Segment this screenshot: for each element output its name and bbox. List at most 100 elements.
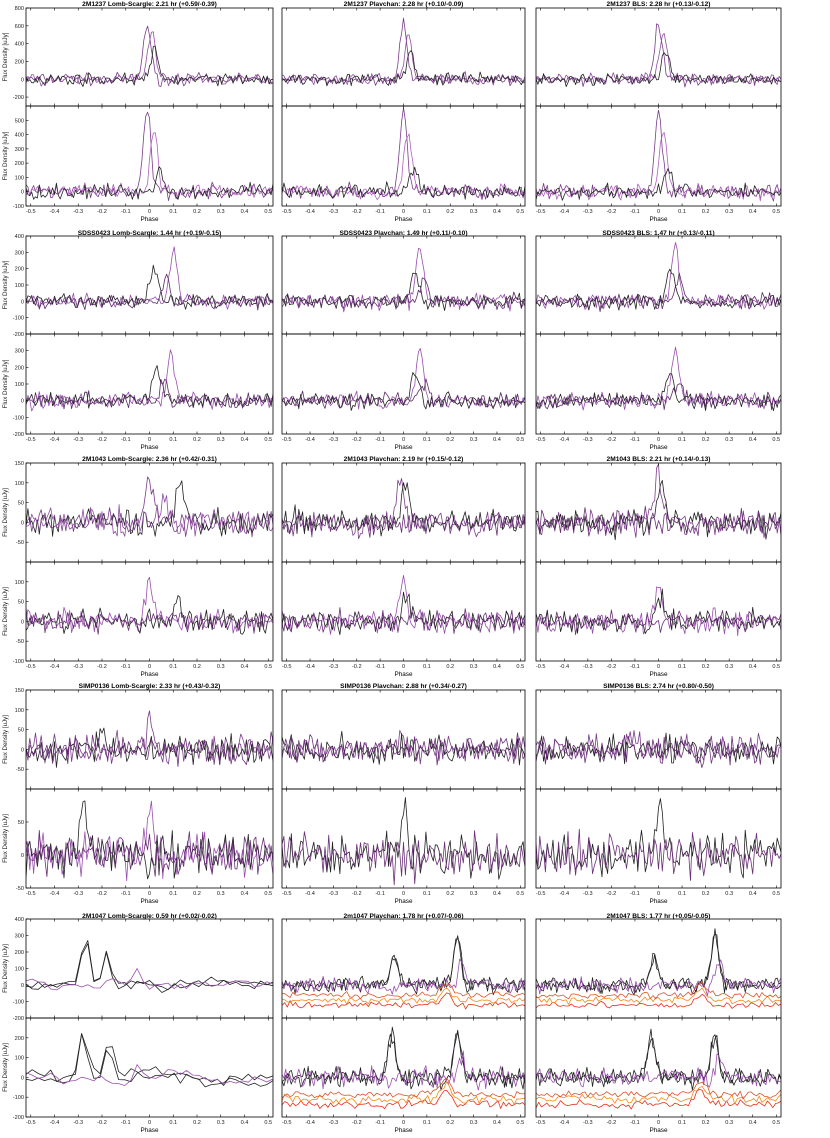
x-tick-label: -0.1 (375, 209, 385, 215)
panel-title: 2M1043 Lomb-Scargle: 2.36 hr (+0.42/-0.3… (82, 456, 217, 463)
x-tick-label: 0.2 (446, 209, 454, 215)
y-tick-label: -200 (13, 432, 24, 438)
x-tick-label: -0.3 (73, 664, 83, 670)
plot-frame (535, 333, 782, 435)
x-tick-label: 0.3 (725, 209, 733, 215)
x-tick-label: 0.1 (678, 891, 686, 897)
x-tick-label: -0.4 (559, 437, 569, 443)
x-tick-label: -0.4 (305, 209, 315, 215)
y-tick-label: -100 (13, 204, 24, 210)
x-tick-label: -0.1 (375, 891, 385, 897)
x-tick-label: 0.1 (678, 664, 686, 670)
lightcurve-series (536, 52, 781, 87)
y-tick-label: 0 (21, 747, 24, 753)
x-tick-label: 0.4 (493, 209, 501, 215)
x-tick-label: -0.3 (583, 437, 593, 443)
lightcurve-series (536, 934, 781, 994)
lightcurve-series (282, 50, 525, 87)
x-tick-label: -0.3 (73, 209, 83, 215)
panel-0-2: 2M1237 BLS: 2.28 hr (+0.13/-0.12) -0.5 -0.… (535, 1, 782, 223)
panel-4-1: 2m1047 Plavchan: 1.78 hr (+0.07/-0.06) -0… (281, 913, 526, 1134)
x-tick-label: -0.4 (559, 891, 569, 897)
x-tick-label: -0.1 (630, 1120, 640, 1126)
x-tick-label: 0.2 (446, 437, 454, 443)
x-tick-label: 0.5 (516, 209, 524, 215)
x-tick-label: -0.4 (50, 891, 60, 897)
lightcurve-series (536, 480, 781, 541)
panel-title: 2M1043 BLS: 2.21 hr (+0.14/-0.13) (607, 456, 711, 463)
lightcurve-series (536, 132, 781, 202)
x-tick-label: 0.5 (772, 209, 780, 215)
plot-frame (281, 235, 526, 335)
x-tick-label: 0.1 (169, 209, 177, 215)
x-tick-label: 0.2 (702, 1120, 710, 1126)
x-axis-label: Phase (394, 444, 413, 451)
x-tick-label: 0.3 (725, 437, 733, 443)
x-tick-label: 0 (402, 664, 405, 670)
x-tick-label: 0.3 (217, 664, 225, 670)
y-tick-label: -100 (13, 415, 24, 421)
lightcurve-series (282, 1050, 525, 1091)
y-tick-label: 400 (15, 133, 24, 139)
x-tick-label: 0.3 (725, 1120, 733, 1126)
lightcurve-series (536, 373, 781, 412)
x-axis-label: Phase (394, 898, 413, 905)
y-tick-label: 50 (18, 600, 24, 606)
lightcurve-series (26, 727, 273, 768)
x-axis-label: Phase (140, 898, 159, 905)
y-axis-label: Flux Density [uJy] (2, 814, 9, 863)
lightcurve-series (536, 1088, 781, 1110)
x-tick-label: 0.1 (678, 1120, 686, 1126)
x-tick-label: 0.5 (264, 209, 272, 215)
x-tick-label: 0.4 (493, 1120, 501, 1126)
y-tick-label: 300 (15, 147, 24, 153)
x-tick-label: 0.2 (702, 209, 710, 215)
panel-title: SDSS0423 Plavchan: 1.49 hr (+0.11/-0.10) (339, 230, 467, 237)
x-tick-label: 0.2 (193, 209, 201, 215)
panel-title: SDSS0423 Lomb-Scargle: 1.44 hr (+0.19/-0… (78, 230, 221, 237)
panel-4-2: 2M1047 BLS: 1.77 hr (+0.05/-0.05) -0.5 -0.… (535, 913, 782, 1134)
lightcurve-series (536, 959, 781, 996)
y-tick-label: 100 (15, 580, 24, 586)
y-axis-label: Flux Density [uJy] (2, 131, 9, 180)
y-tick-label: 150 (15, 688, 24, 694)
x-tick-label: -0.5 (536, 209, 546, 215)
x-tick-label: -0.4 (559, 1120, 569, 1126)
lightcurve-series (536, 1085, 781, 1105)
y-tick-label: -200 (13, 1115, 24, 1121)
x-tick-label: -0.3 (329, 891, 339, 897)
lightcurve-series (536, 272, 781, 313)
y-axis-label: Flux Density [uJy] (2, 488, 9, 537)
panel-2-1: 2M1043 Plavchan: 2.19 hr (+0.15/-0.12) -0… (281, 456, 526, 678)
x-tick-label: -0.5 (536, 664, 546, 670)
x-tick-label: 0.3 (470, 437, 478, 443)
lightcurve-series (26, 1033, 273, 1088)
y-tick-label: 50 (18, 501, 24, 507)
x-tick-label: 0.2 (446, 664, 454, 670)
y-axis-label: Flux Density [uJy] (2, 944, 9, 993)
x-tick-label: 0 (148, 1120, 151, 1126)
panel-title: 2M1047 Lomb-Scargle: 0.59 hr (+0.02/-0.0… (82, 913, 217, 920)
y-tick-label: 800 (15, 6, 24, 12)
panel-title: SIMP0136 Plavchan: 2.88 hr (+0.34/-0.27) (340, 683, 467, 690)
x-tick-label: 0.4 (749, 664, 757, 670)
lightcurve-series (282, 607, 525, 634)
y-tick-label: 0 (21, 299, 24, 305)
panel-4-0: 2M1047 Lomb-Scargle: 0.59 hr (+0.02/-0.0… (2, 913, 274, 1134)
x-tick-label: -0.1 (121, 891, 131, 897)
panel-title: 2M1043 Plavchan: 2.19 hr (+0.15/-0.12) (344, 456, 464, 463)
x-tick-label: 0.2 (193, 1120, 201, 1126)
y-tick-label: 500 (15, 118, 24, 124)
lightcurve-series (282, 372, 525, 411)
y-tick-label: 400 (15, 234, 24, 240)
x-tick-label: 0.1 (423, 209, 431, 215)
x-tick-label: -0.2 (97, 209, 107, 215)
x-tick-label: 0.1 (423, 664, 431, 670)
x-tick-label: 0.3 (217, 437, 225, 443)
x-tick-label: -0.4 (50, 1120, 60, 1126)
lightcurve-series (536, 828, 781, 881)
x-tick-label: -0.4 (305, 891, 315, 897)
x-tick-label: 0.2 (193, 664, 201, 670)
x-tick-label: 0.3 (217, 891, 225, 897)
x-tick-label: -0.2 (97, 437, 107, 443)
